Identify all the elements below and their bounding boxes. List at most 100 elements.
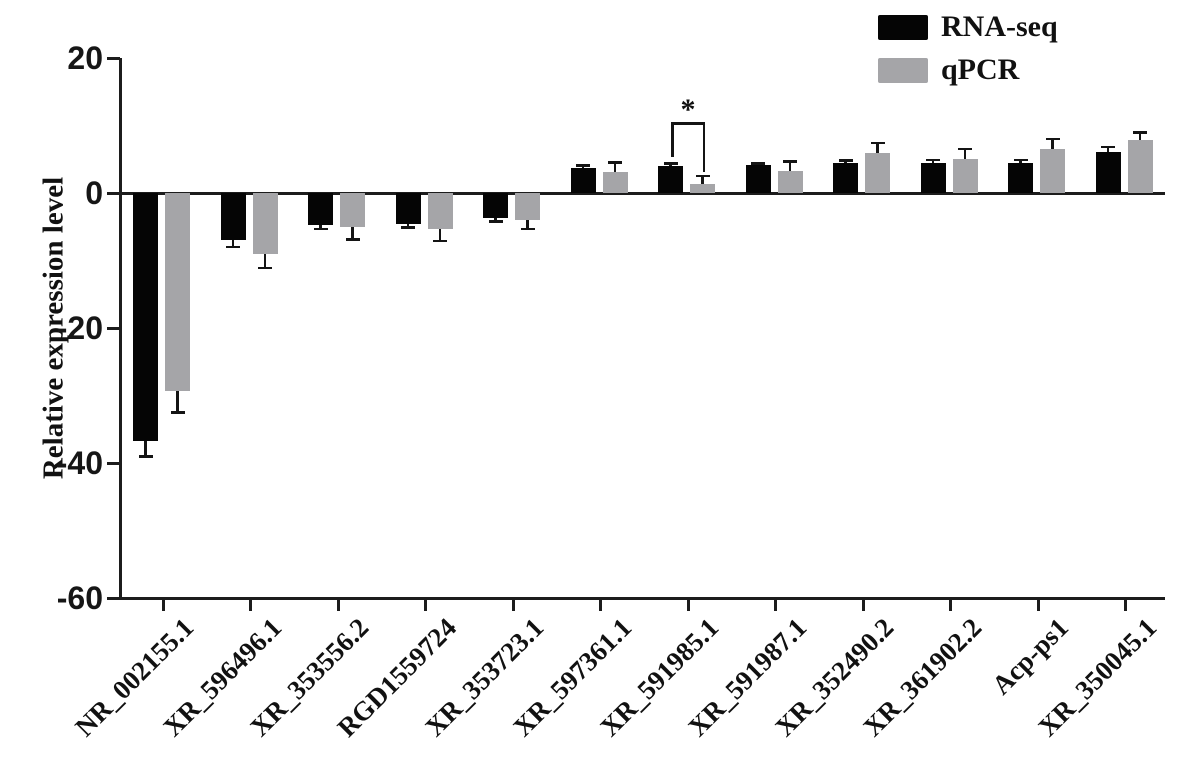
bar-qpcr [690,183,715,193]
x-axis-tick [336,599,340,611]
x-axis-line [119,596,1165,600]
error-bar-line [263,253,267,268]
error-bar-cap [838,159,853,162]
error-bar-cap [1045,137,1060,141]
bar-rna-seq [395,193,421,225]
error-bar-line [1138,132,1142,140]
bar-rna-seq [833,163,858,193]
bar-rna-seq [745,165,771,193]
error-bar-line [788,161,792,171]
error-bar-cap [1101,145,1115,149]
legend: RNA-seq qPCR [878,10,1058,99]
error-bar-cap [663,162,678,165]
error-bar-cap [258,266,272,270]
error-bar-line [351,226,354,240]
error-bar-cap [170,411,185,414]
bar-qpcr [1040,149,1065,193]
error-bar-line [438,228,442,241]
error-bar-line [1019,159,1022,164]
x-axis-tick [686,599,690,611]
bar-qpcr [165,193,190,391]
error-bar-cap [958,147,972,151]
x-axis-tick [511,599,515,611]
y-tick-label: -60 [56,580,103,616]
error-bar-line [669,163,672,166]
error-bar-cap [1133,131,1147,134]
legend-swatch-qpcr [878,57,928,83]
error-bar-cap [783,160,797,163]
y-tick-label: 20 [67,40,103,76]
error-bar-line [176,390,179,413]
y-tick-label: 0 [85,175,103,211]
error-bar-line [319,224,322,229]
sig-bracket-left-leg [671,122,674,157]
error-bar-cap [870,141,885,145]
error-bar-cap [608,161,622,164]
zero-baseline [119,191,1165,195]
y-tick-label: -20 [56,310,103,346]
y-axis-tick [106,326,120,330]
error-bar-cap [313,227,328,231]
bar-qpcr [602,172,628,193]
bar-rna-seq [220,193,246,241]
bar-rna-seq [1095,151,1121,193]
y-axis-tick [106,191,120,195]
x-axis-tick [161,599,165,611]
error-bar-cap [138,455,153,458]
bar-qpcr [340,193,365,227]
error-bar-cap [1013,158,1028,162]
error-bar-line [1051,139,1054,150]
x-axis-tick [1036,599,1040,611]
sig-bracket-right-leg [702,122,705,172]
x-axis-tick [774,599,777,611]
legend-item-qpcr: qPCR [878,53,1058,86]
y-tick-label: -40 [56,445,103,481]
error-bar-line [494,217,497,222]
error-bar-cap [926,158,940,162]
bar-rna-seq [570,168,596,193]
bar-rna-seq [483,193,508,218]
x-axis-tick [949,599,952,611]
x-tick-label: Acp-ps1 [986,612,1075,701]
error-bar-cap [576,164,590,167]
error-bar-line [526,220,529,229]
y-axis-tick [106,56,120,60]
error-bar-cap [520,227,535,231]
error-bar-cap [345,238,360,241]
bar-qpcr [252,193,278,254]
y-axis-line [119,58,122,600]
error-bar-cap [226,245,240,249]
error-bar-line [231,240,235,247]
bar-qpcr [865,153,890,193]
error-bar-cap [488,220,503,223]
sig-bracket-top [671,122,705,125]
error-bar-line [581,165,585,168]
error-bar-line [931,159,935,164]
bar-rna-seq [920,163,946,193]
x-axis-tick [599,599,602,611]
legend-label-qpcr: qPCR [941,53,1020,86]
error-bar-line [1106,147,1110,152]
error-bar-line [701,176,704,184]
error-bar-cap [401,226,415,229]
error-bar-line [613,162,617,173]
error-bar-line [144,441,147,457]
x-axis-tick [424,599,427,611]
bar-qpcr [777,170,803,193]
error-bar-line [844,160,847,164]
error-bar-cap [695,174,710,178]
error-bar-line [876,143,879,154]
bar-qpcr [515,193,540,220]
legend-label-rna-seq: RNA-seq [941,10,1058,43]
x-axis-tick [249,599,252,611]
x-axis-tick [1124,599,1127,611]
bar-qpcr [427,193,453,229]
significance-asterisk: * [680,93,696,126]
legend-item-rna-seq: RNA-seq [878,10,1058,43]
bar-rna-seq [308,193,333,225]
y-axis-tick [106,461,120,465]
error-bar-line [963,149,967,160]
error-bar-cap [433,239,447,243]
